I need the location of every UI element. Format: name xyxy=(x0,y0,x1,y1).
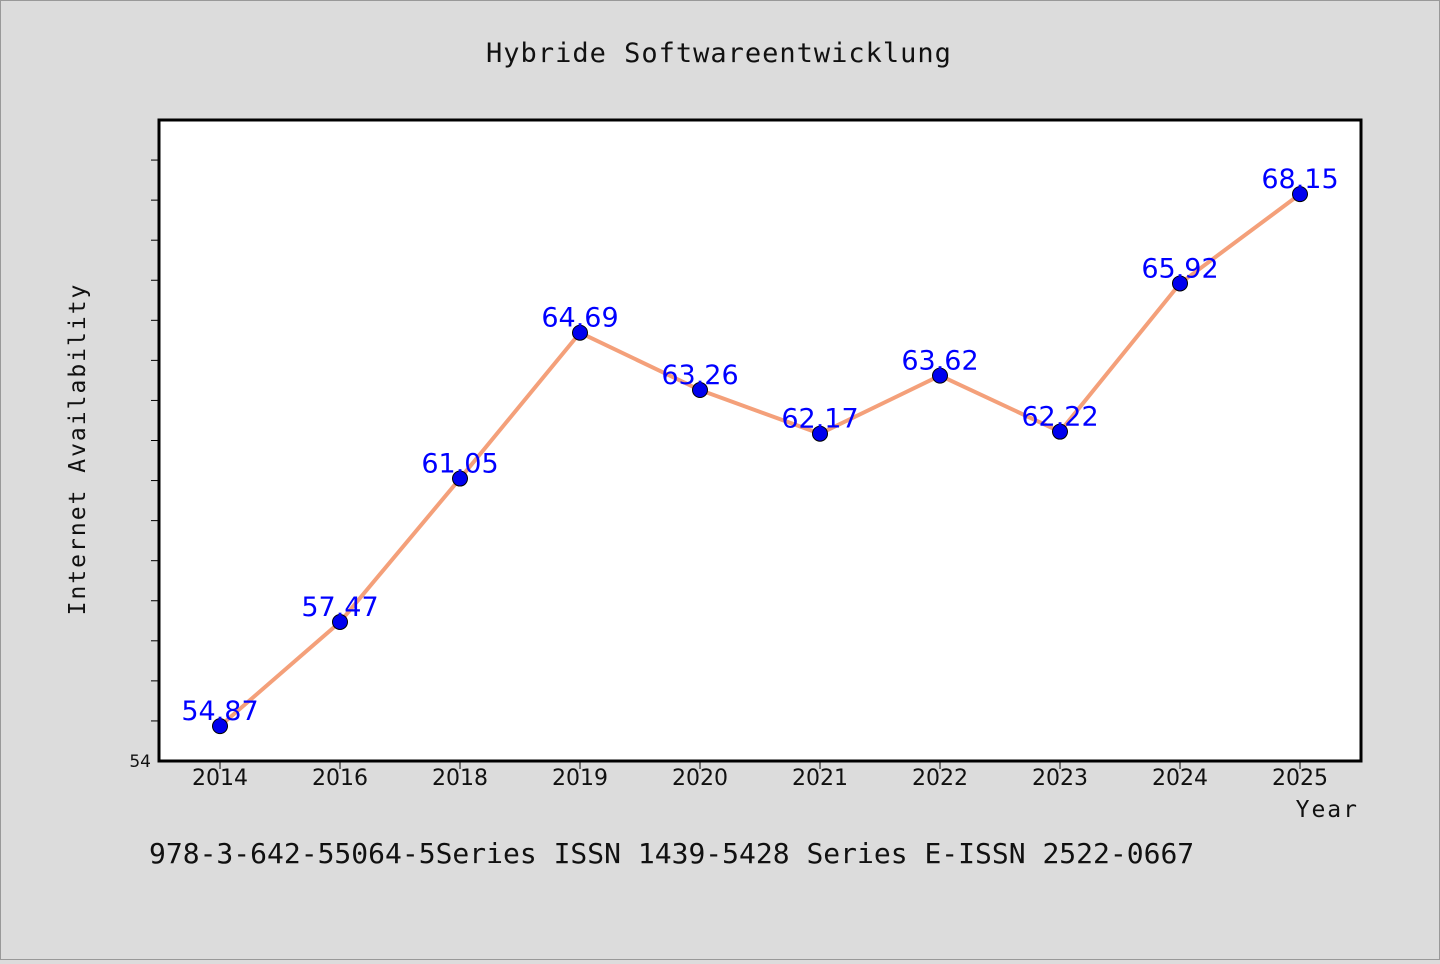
series-line xyxy=(218,192,1302,728)
data-label: 62.17 xyxy=(781,404,858,435)
x-tick-label: 2020 xyxy=(672,766,728,791)
series-line-group xyxy=(218,192,1302,728)
y-axis-label: Internet Availability xyxy=(65,283,91,616)
plot-area xyxy=(157,118,1363,763)
data-point xyxy=(332,613,348,630)
data-point xyxy=(812,425,828,442)
x-tick-label: 2022 xyxy=(912,766,968,791)
x-tick-label: 2025 xyxy=(1272,766,1328,791)
x-tick-label: 2019 xyxy=(552,766,608,791)
data-label: 65.92 xyxy=(1141,253,1218,284)
data-point xyxy=(572,324,588,341)
y-tick-label: 54 xyxy=(129,752,151,772)
data-point xyxy=(932,367,948,384)
data-point xyxy=(1292,186,1308,203)
data-label: 62.22 xyxy=(1021,402,1098,433)
data-label: 61.05 xyxy=(421,449,498,480)
data-point xyxy=(1172,275,1188,292)
data-point xyxy=(1052,423,1068,440)
y-axis-ticks: 54 xyxy=(129,159,159,772)
x-axis-label: Year xyxy=(1296,797,1359,823)
footnote: 978-3-642-55064-5Series ISSN 1439-5428 S… xyxy=(149,837,1194,870)
data-label: 64.69 xyxy=(541,303,618,334)
x-axis-ticks: 2014 2016 2018 2019 2020 2021 2022 2023 2024 2025 xyxy=(192,761,1328,791)
data-point xyxy=(452,470,468,487)
data-label: 57.47 xyxy=(301,592,378,623)
data-point xyxy=(212,718,228,735)
x-tick-label: 2024 xyxy=(1152,766,1208,791)
data-label: 54.87 xyxy=(181,696,258,727)
data-labels: 54.87 57.47 61.05 64.69 63.26 62.17 63.62 62.22… xyxy=(181,164,1338,727)
x-tick-label: 2018 xyxy=(432,766,488,791)
data-label: 63.62 xyxy=(901,346,978,377)
x-tick-label: 2021 xyxy=(792,766,848,791)
x-tick-label: 2014 xyxy=(192,766,248,791)
data-markers xyxy=(212,186,1308,735)
data-label: 63.26 xyxy=(661,360,738,391)
data-label: 68.15 xyxy=(1261,164,1338,195)
data-point xyxy=(692,382,708,399)
chart-title: Hybride Softwareentwicklung xyxy=(486,38,952,69)
x-tick-label: 2016 xyxy=(312,766,368,791)
x-tick-label: 2023 xyxy=(1032,766,1088,791)
